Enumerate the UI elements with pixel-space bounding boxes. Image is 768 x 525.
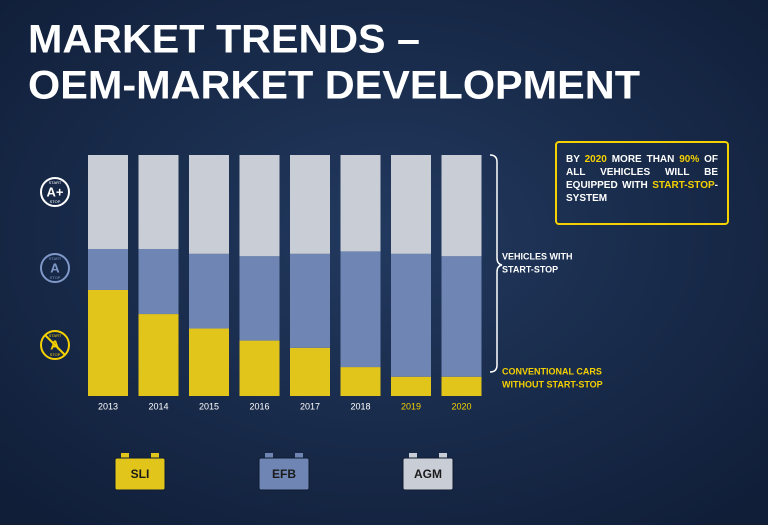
callout-part: 2020	[584, 154, 607, 165]
bar-segment	[189, 155, 229, 254]
legend-battery	[114, 457, 166, 491]
legend-label: EFB	[272, 467, 296, 481]
x-tick-label: 2019	[401, 401, 421, 411]
bar-segment	[239, 155, 280, 257]
x-tick-label: 2017	[300, 401, 320, 411]
bar-segment	[138, 155, 179, 249]
bar-segment	[138, 248, 179, 315]
bar-segment	[441, 376, 482, 396]
callout-part: BY	[566, 154, 585, 165]
icon-ring	[40, 330, 70, 360]
bar-segment	[290, 155, 330, 254]
bracket-label: START-STOP	[502, 264, 558, 274]
legend-terminal	[295, 453, 303, 458]
callout-part: 90%	[679, 154, 700, 165]
bar-segment	[88, 289, 128, 396]
bracket	[489, 154, 503, 373]
bar-segment	[290, 347, 330, 396]
callout-part: -SYSTEM	[566, 180, 718, 204]
bar-segment	[189, 253, 229, 329]
legend-terminal	[121, 453, 129, 458]
callout-part: START-STOP	[652, 180, 715, 191]
callout: BY 2020 MORE THAN 90% OF ALL VEHICLES WI…	[566, 153, 718, 205]
legend-terminal	[439, 453, 447, 458]
x-tick-label: 2020	[451, 401, 471, 411]
legend-terminal	[151, 453, 159, 458]
icon-bottom: STOP	[50, 275, 61, 280]
bar-segment	[239, 256, 280, 341]
legend-terminal	[265, 453, 273, 458]
bar-segment	[391, 253, 431, 377]
icon-bottom: STOP	[50, 352, 61, 357]
x-tick-label: 2014	[148, 401, 168, 411]
legend-label: SLI	[131, 467, 150, 481]
callout-text: BY 2020 MORE THAN 90% OF ALL VEHICLES WI…	[566, 153, 718, 205]
bar-segment	[441, 256, 482, 377]
icon-main: A+	[47, 184, 64, 199]
bar-segment	[239, 340, 280, 396]
bar-segment	[88, 248, 128, 290]
icon-ring	[40, 253, 70, 283]
icon-main: A	[50, 260, 60, 275]
conventional-label: CONVENTIONAL CARS	[502, 366, 602, 376]
bar-segment	[340, 367, 381, 396]
callout-box	[555, 141, 729, 225]
bar-segment	[391, 376, 431, 396]
bar-segment	[391, 155, 431, 254]
bar-segment	[290, 253, 330, 348]
conventional-label: WITHOUT START-STOP	[502, 379, 603, 389]
bar-segment	[340, 251, 381, 368]
icon-top: START	[49, 333, 62, 338]
bar-segment	[189, 328, 229, 396]
callout-part: OF ALL VEHICLES WILL BE EQUIPPED WITH	[566, 154, 718, 191]
legend-label: AGM	[414, 467, 442, 481]
x-tick-label: 2015	[199, 401, 219, 411]
icon-ring	[40, 177, 70, 207]
callout-part: MORE THAN	[606, 154, 680, 165]
bar-segment	[88, 155, 128, 249]
x-tick-label: 2018	[350, 401, 370, 411]
title-line: MARKET TRENDS –	[28, 18, 420, 62]
icon-bottom: STOP	[50, 199, 61, 204]
legend-battery	[402, 457, 454, 491]
x-tick-label: 2013	[98, 401, 118, 411]
bar-segment	[441, 155, 482, 257]
bar-segment	[340, 155, 381, 252]
icon-top: START	[49, 180, 62, 185]
bracket-label: VEHICLES WITH	[502, 251, 573, 261]
legend-battery	[258, 457, 310, 491]
title-line: OEM-MARKET DEVELOPMENT	[28, 64, 640, 108]
legend-terminal	[409, 453, 417, 458]
x-tick-label: 2016	[249, 401, 269, 411]
icon-slash	[44, 334, 66, 356]
icon-top: START	[49, 256, 62, 261]
bar-segment	[138, 314, 179, 396]
